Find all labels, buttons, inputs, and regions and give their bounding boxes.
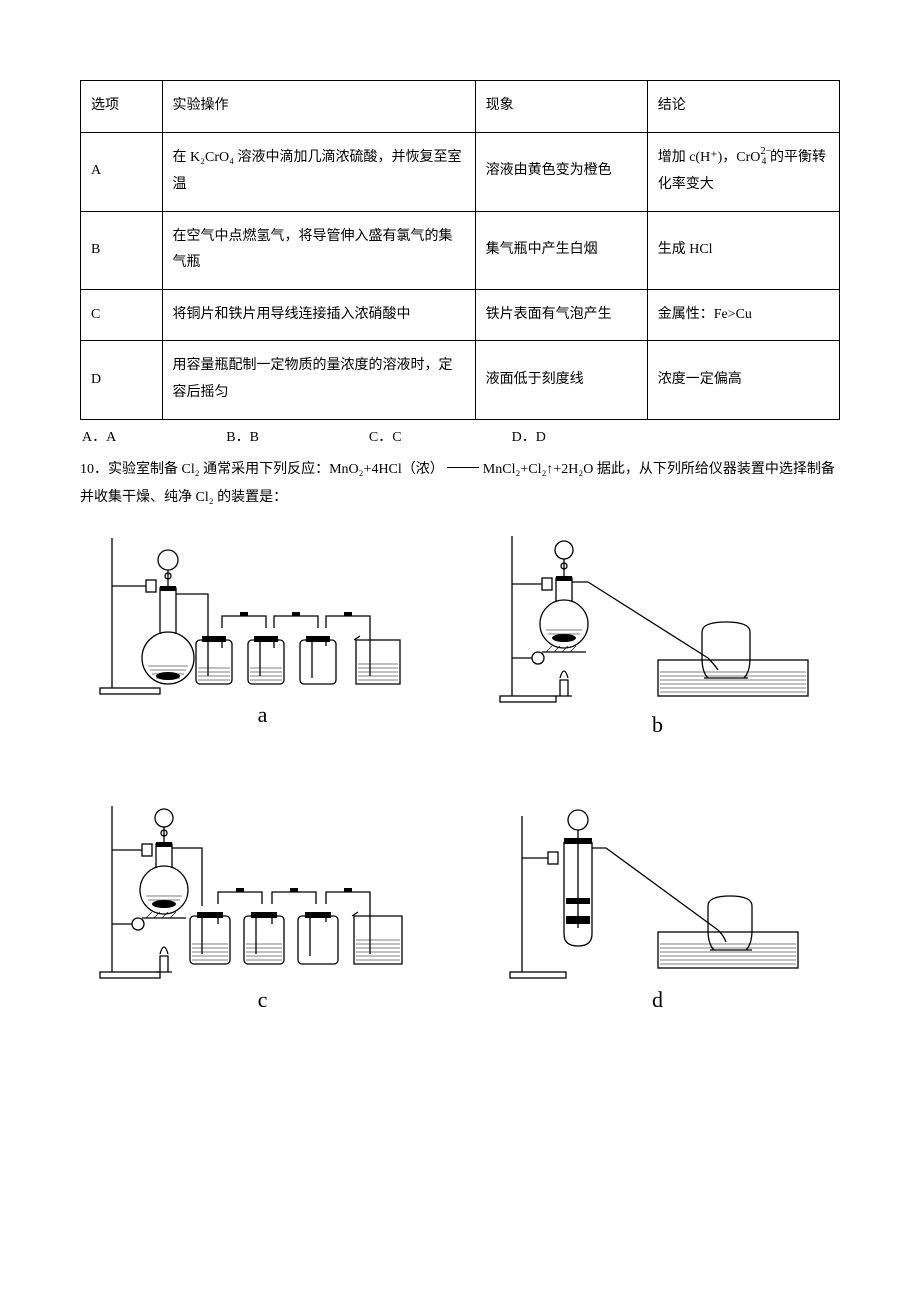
cell-operation: 将铜片和铁片用导线连接插入浓硝酸中 [162, 289, 475, 341]
figure-d: d [475, 798, 840, 1013]
cell-option: B [81, 211, 163, 289]
cell-option: C [81, 289, 163, 341]
cell-conclusion: 浓度一定偏高 [647, 341, 839, 419]
figure-b: b [475, 528, 840, 738]
cell-operation: 在 K₂CrO₄ 溶液中滴加几滴浓硫酸，并恢复至室温 [162, 132, 475, 211]
cell-conclusion: 金属性：Fe>Cu [647, 289, 839, 341]
figure-b-label: b [652, 712, 663, 738]
choice-d: D．D [512, 426, 546, 446]
cell-option: A [81, 132, 163, 211]
cell-option: D [81, 341, 163, 419]
apparatus-d-icon [508, 798, 808, 983]
choice-a: A．A [82, 426, 116, 446]
conclusion-prefix: 增加 c(H⁺)， [658, 150, 737, 165]
figure-a: a [80, 528, 445, 738]
choice-b: B．B [226, 426, 259, 446]
figure-c: c [80, 798, 445, 1013]
figure-a-label: a [258, 702, 268, 728]
experiment-table: 选项 实验操作 现象 结论 A 在 K₂CrO₄ 溶液中滴加几滴浓硫酸，并恢复至… [80, 80, 840, 420]
cell-phenomenon: 溶液由黄色变为橙色 [475, 132, 647, 211]
table-row: A 在 K₂CrO₄ 溶液中滴加几滴浓硫酸，并恢复至室温 溶液由黄色变为橙色 增… [81, 132, 840, 211]
th-operation: 实验操作 [162, 81, 475, 133]
choice-c: C．C [369, 426, 402, 446]
th-conclusion: 结论 [647, 81, 839, 133]
apparatus-c-icon [98, 798, 428, 983]
th-option: 选项 [81, 81, 163, 133]
cell-phenomenon: 铁片表面有气泡产生 [475, 289, 647, 341]
cell-conclusion: 增加 c(H⁺)，CrO2−4 的平衡转化率变大 [647, 132, 839, 211]
apparatus-a-icon [98, 528, 428, 698]
q10-text1: 实验室制备 Cl₂ 通常采用下列反应：MnO₂+4HCl（浓） [108, 462, 444, 477]
th-phenomenon: 现象 [475, 81, 647, 133]
cell-operation: 在空气中点燃氢气，将导管伸入盛有氯气的集气瓶 [162, 211, 475, 289]
q10-number: 10． [80, 462, 108, 477]
table-header-row: 选项 实验操作 现象 结论 [81, 81, 840, 133]
table-row: C 将铜片和铁片用导线连接插入浓硝酸中 铁片表面有气泡产生 金属性：Fe>Cu [81, 289, 840, 341]
cell-operation: 用容量瓶配制一定物质的量浓度的溶液时，定容后摇匀 [162, 341, 475, 419]
table-row: D 用容量瓶配制一定物质的量浓度的溶液时，定容后摇匀 液面低于刻度线 浓度一定偏… [81, 341, 840, 419]
table-row: B 在空气中点燃氢气，将导管伸入盛有氯气的集气瓶 集气瓶中产生白烟 生成 HCl [81, 211, 840, 289]
question-10: 10．实验室制备 Cl₂ 通常采用下列反应：MnO₂+4HCl（浓） MnCl₂… [80, 456, 840, 512]
apparatus-b-icon [498, 528, 818, 708]
cell-phenomenon: 集气瓶中产生白烟 [475, 211, 647, 289]
cell-conclusion: 生成 HCl [647, 211, 839, 289]
figure-d-label: d [652, 987, 663, 1013]
apparatus-figures: a [80, 528, 840, 1013]
answer-choices: A．A B．B C．C D．D [82, 426, 840, 446]
figure-c-label: c [258, 987, 268, 1013]
cell-phenomenon: 液面低于刻度线 [475, 341, 647, 419]
reaction-arrow-icon [447, 467, 479, 468]
